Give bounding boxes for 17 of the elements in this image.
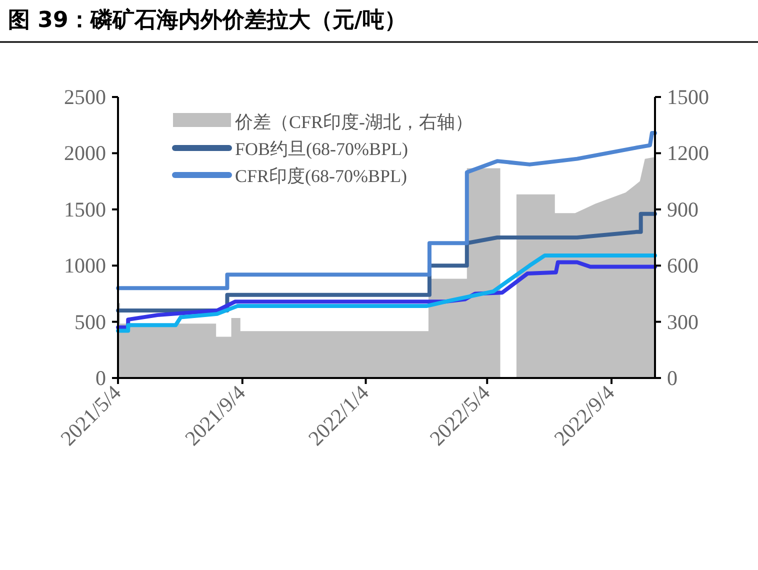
y-tick-label: 1000 [64,254,106,278]
legend-label: FOB约旦(68-70%BPL) [235,139,408,159]
legend-label: 价差（CFR印度-湖北，右轴） [234,112,474,132]
y-tick-label: 2000 [64,141,106,166]
y2-tick-label: 600 [667,254,698,278]
y-tick-label: 2500 [64,85,106,109]
y2-tick-label: 1500 [667,85,709,109]
y2-tick-label: 900 [667,197,698,222]
y-tick-label: 1500 [64,197,106,222]
legend-label: CFR印度(68-70%BPL) [235,166,408,186]
y-tick-label: 500 [74,310,106,334]
y2-tick-label: 300 [667,310,698,334]
y2-tick-label: 1200 [667,141,709,166]
title: 图 39：磷矿石海内外价差拉大（元/吨） [8,8,406,33]
y2-tick-label: 0 [667,366,678,390]
line-series [116,130,657,290]
y-tick-label: 0 [96,366,106,390]
